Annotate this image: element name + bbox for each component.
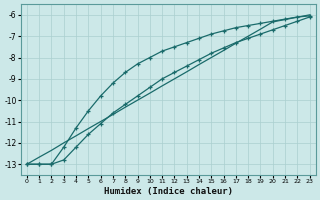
X-axis label: Humidex (Indice chaleur): Humidex (Indice chaleur): [104, 187, 233, 196]
